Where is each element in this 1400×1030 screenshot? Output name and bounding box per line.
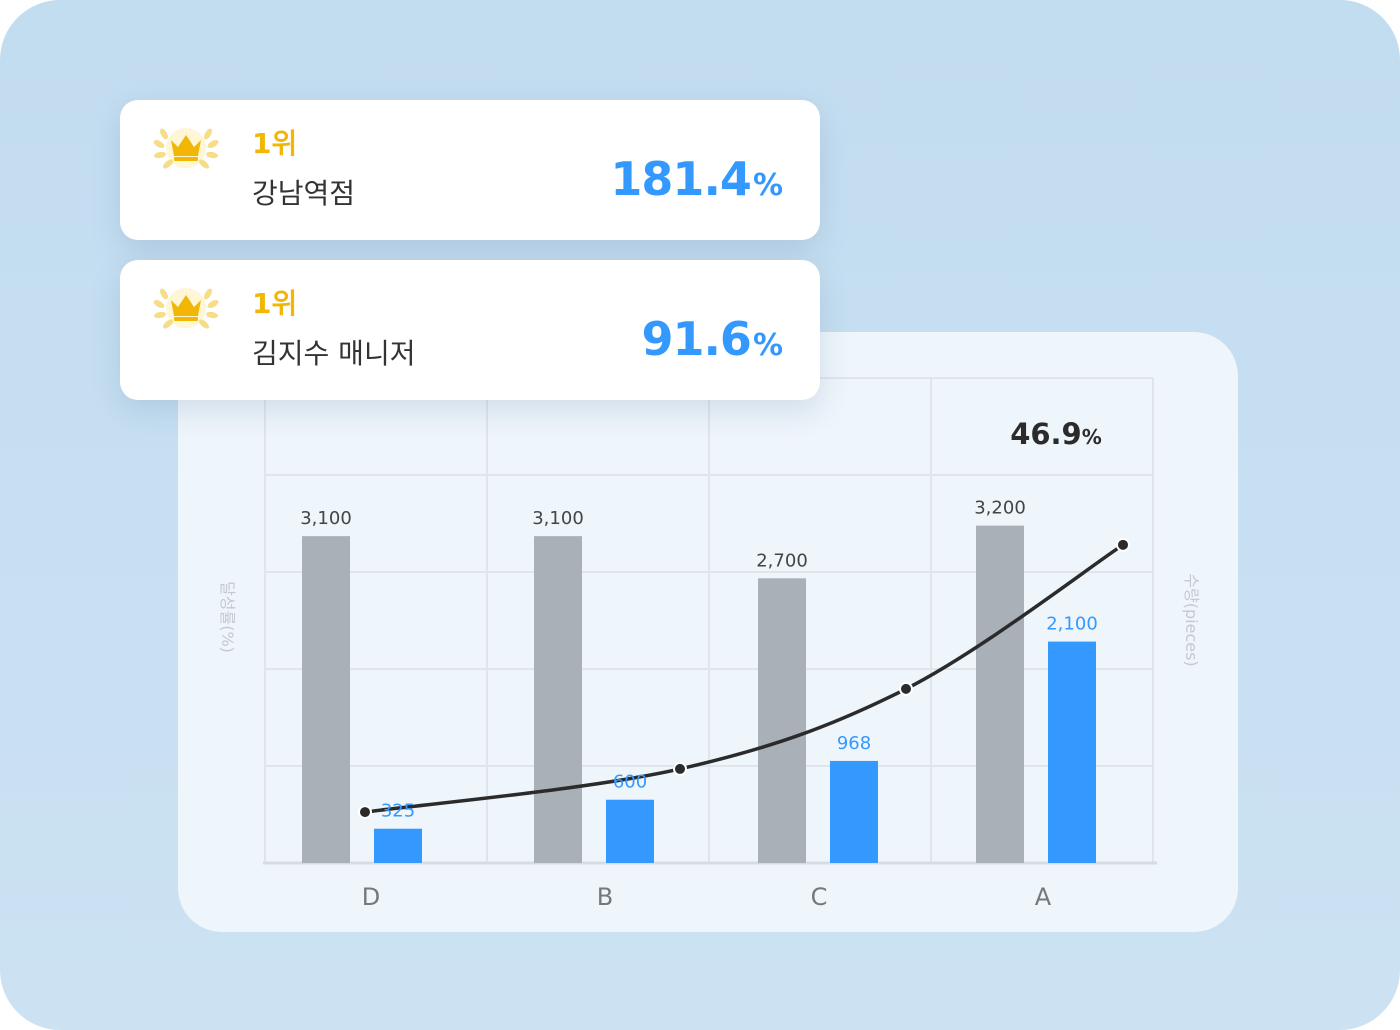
annotation-value: 46.9 (1010, 417, 1082, 451)
target-bar-A (976, 525, 1024, 863)
y-left-axis-label: 달성률(%) (218, 581, 237, 653)
line-end-annotation: 46.9% (1010, 417, 1102, 451)
actual-bar-B (606, 799, 654, 863)
x-tick-C: C (811, 883, 828, 911)
rate-point-B (673, 761, 687, 776)
annotation-unit: % (1082, 425, 1102, 449)
actual-label-B: 600 (613, 772, 647, 793)
target-bar-B (534, 536, 582, 863)
x-tick-A: A (1035, 883, 1052, 911)
rank-label: 1위 (252, 127, 298, 160)
bar-layer (302, 525, 1096, 863)
line-layer (358, 537, 1130, 820)
rank-card-store: 1위 강남역점 181.4% (120, 100, 820, 240)
actual-bar-A (1048, 641, 1096, 863)
rank-label: 1위 (252, 287, 298, 320)
rate-point-D (358, 805, 372, 820)
achievement-number: 181.4 (610, 152, 752, 206)
label-layer: 3,100 3,100 2,700 3,200 325 600 968 2,100 D B C A (300, 498, 1098, 911)
achievement-number: 91.6 (641, 312, 751, 366)
x-tick-B: B (597, 883, 613, 911)
achievement-unit: % (752, 328, 783, 363)
combo-chart: 3,100 3,100 2,700 3,200 325 600 968 2,100 D B C A 달… (218, 377, 1201, 911)
achievement-value: 181.4% (610, 152, 783, 206)
target-label-A: 3,200 (974, 498, 1026, 519)
target-bar-C (758, 578, 806, 863)
actual-label-A: 2,100 (1046, 614, 1098, 635)
manager-name: 김지수 매니저 (252, 337, 416, 370)
x-tick-D: D (362, 883, 380, 911)
rate-line (363, 543, 1125, 814)
crown-laurel-icon (153, 288, 219, 329)
store-name: 강남역점 (252, 177, 356, 210)
rank-card-manager: 1위 김지수 매니저 91.6% (120, 260, 820, 400)
chart-card: 3,100 3,100 2,700 3,200 325 600 968 2,100 D B C A 달… (178, 332, 1238, 932)
actual-label-D: 325 (381, 801, 415, 822)
crown-laurel-icon (153, 128, 219, 169)
target-label-B: 3,100 (532, 508, 584, 529)
rate-point-C (899, 681, 913, 696)
achievement-value: 91.6% (641, 312, 783, 366)
target-label-C: 2,700 (756, 550, 808, 571)
actual-bar-C (830, 760, 878, 863)
actual-label-C: 968 (837, 733, 871, 754)
target-bar-D (302, 536, 350, 863)
achievement-unit: % (752, 168, 783, 203)
target-label-D: 3,100 (300, 508, 352, 529)
rate-point-A (1116, 537, 1130, 552)
actual-bar-D (374, 828, 422, 863)
y-right-axis-label: 수량(pieces) (1182, 573, 1201, 666)
